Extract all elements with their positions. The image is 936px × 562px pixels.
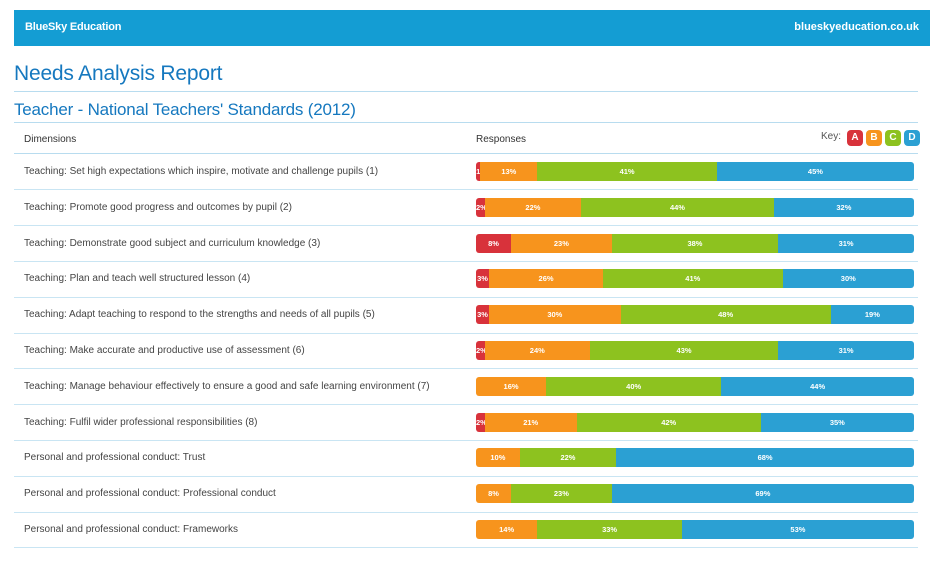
response-bar: 8% 23% 38% 31% <box>476 233 914 253</box>
bar-segment-c: 40% <box>546 376 722 396</box>
response-bar: 3% 30% 48% 19% <box>476 305 914 325</box>
bar-segment-b: 26% <box>489 269 603 289</box>
bar-segment-c: 43% <box>589 341 779 360</box>
dimensions-column-header: Dimensions <box>24 134 77 145</box>
dimension-label: Teaching: Plan and teach well structured… <box>24 273 251 285</box>
key-badge-d: D <box>904 129 920 146</box>
key-badge-b: B <box>866 129 882 146</box>
row-divider <box>14 404 918 406</box>
bar-segment-c: 41% <box>537 162 717 181</box>
row-divider <box>14 260 918 262</box>
brand-name: BlueSky Education <box>25 21 122 33</box>
bar-segment-b: 10% <box>476 448 520 468</box>
bar-segment-d: 31% <box>778 341 914 360</box>
response-bar: 1 13% 41% 45% <box>476 162 914 181</box>
header-divider <box>14 153 918 154</box>
row-divider <box>14 511 918 513</box>
bar-segment-b: 30% <box>489 305 621 325</box>
bar-segment-c: 38% <box>611 233 779 253</box>
top-banner: BlueSky Education blueskyeducation.co.uk <box>14 10 930 46</box>
row-divider <box>14 296 918 298</box>
responses-column-header: Responses <box>476 134 527 145</box>
response-bar: 2%24%43%31% <box>476 341 914 360</box>
dimension-label: Personal and professional conduct: Trust <box>24 452 206 464</box>
page-title: Needs Analysis Report <box>14 62 223 85</box>
response-bar: 2%22%44%32% <box>476 197 914 217</box>
dimension-label: Teaching: Fulfil wider professional resp… <box>24 416 258 428</box>
dimension-label: Teaching: Make accurate and productive u… <box>24 345 305 356</box>
bar-segment-a: 2% <box>476 197 485 217</box>
bar-segment-c: 22% <box>519 448 617 468</box>
section-title: Teacher - National Teachers' Standards (… <box>14 100 356 119</box>
dimension-label: Teaching: Promote good progress and outc… <box>24 201 292 213</box>
bar-segment-c: 42% <box>576 412 761 432</box>
dimension-label: Teaching: Adapt teaching to respond to t… <box>24 309 375 321</box>
bar-segment-d: 30% <box>782 269 914 289</box>
row-divider <box>14 368 918 370</box>
title-divider <box>14 91 918 92</box>
bar-segment-b: 16% <box>476 376 547 396</box>
row-divider <box>14 439 918 441</box>
bar-segment-b: 14% <box>476 520 538 539</box>
bar-segment-a: 3% <box>476 269 490 289</box>
bar-segment-d: 68% <box>616 448 914 468</box>
dimension-label: Teaching: Set high expectations which in… <box>24 166 379 177</box>
response-bar: 16% 40% 44% <box>476 376 914 396</box>
bar-segment-a: 2% <box>476 341 485 360</box>
row-divider <box>14 332 918 334</box>
site-url-link[interactable]: blueskyeducation.co.uk <box>794 21 919 33</box>
bar-segment-d: 45% <box>716 162 914 181</box>
key-label: Key: <box>820 130 841 142</box>
bar-segment-b: 24% <box>484 341 590 360</box>
bar-segment-b: 21% <box>484 412 577 432</box>
bar-segment-c: 41% <box>603 269 783 289</box>
dimension-label: Personal and professional conduct: Profe… <box>24 488 276 500</box>
response-bar: 10% 22% 68% <box>476 448 914 468</box>
key-badge-c: C <box>885 129 901 146</box>
bar-segment-d: 35% <box>760 412 914 432</box>
response-bar: 3% 26% 41% 30% <box>476 269 914 289</box>
bar-segment-d: 32% <box>773 197 914 217</box>
row-divider <box>14 189 918 191</box>
bar-segment-b: 22% <box>484 197 582 217</box>
bar-segment-c: 48% <box>620 305 831 325</box>
bar-segment-c: 23% <box>511 484 612 504</box>
bar-segment-b: 8% <box>476 484 512 504</box>
bar-segment-b: 23% <box>511 233 612 253</box>
bar-segment-d: 53% <box>681 520 914 539</box>
bar-segment-a: 8% <box>476 233 512 253</box>
bar-segment-d: 19% <box>830 305 914 325</box>
response-bar: 2%21%42%35% <box>476 412 914 432</box>
bar-segment-b: 13% <box>480 162 538 181</box>
bar-segment-a: 1 <box>476 162 481 181</box>
bar-segment-d: 44% <box>721 376 914 396</box>
bar-segment-a: 3% <box>476 305 490 325</box>
bar-segment-c: 44% <box>581 197 774 217</box>
response-bar: 14% 33% 53% <box>476 520 914 539</box>
row-divider <box>14 547 918 549</box>
row-divider <box>14 475 918 477</box>
dimension-label: Teaching: Demonstrate good subject and c… <box>24 237 321 249</box>
section-divider <box>14 122 918 123</box>
bar-segment-c: 33% <box>537 520 682 539</box>
dimension-label: Personal and professional conduct: Frame… <box>24 524 238 535</box>
bar-segment-d: 69% <box>611 484 914 504</box>
dimension-label: Teaching: Manage behaviour effectively t… <box>24 380 430 392</box>
row-divider <box>14 225 918 227</box>
response-bar: 8% 23% 69% <box>476 484 914 504</box>
bar-segment-a: 2% <box>476 412 485 432</box>
key-badge-a: A <box>847 129 863 146</box>
bar-segment-d: 31% <box>778 233 914 253</box>
